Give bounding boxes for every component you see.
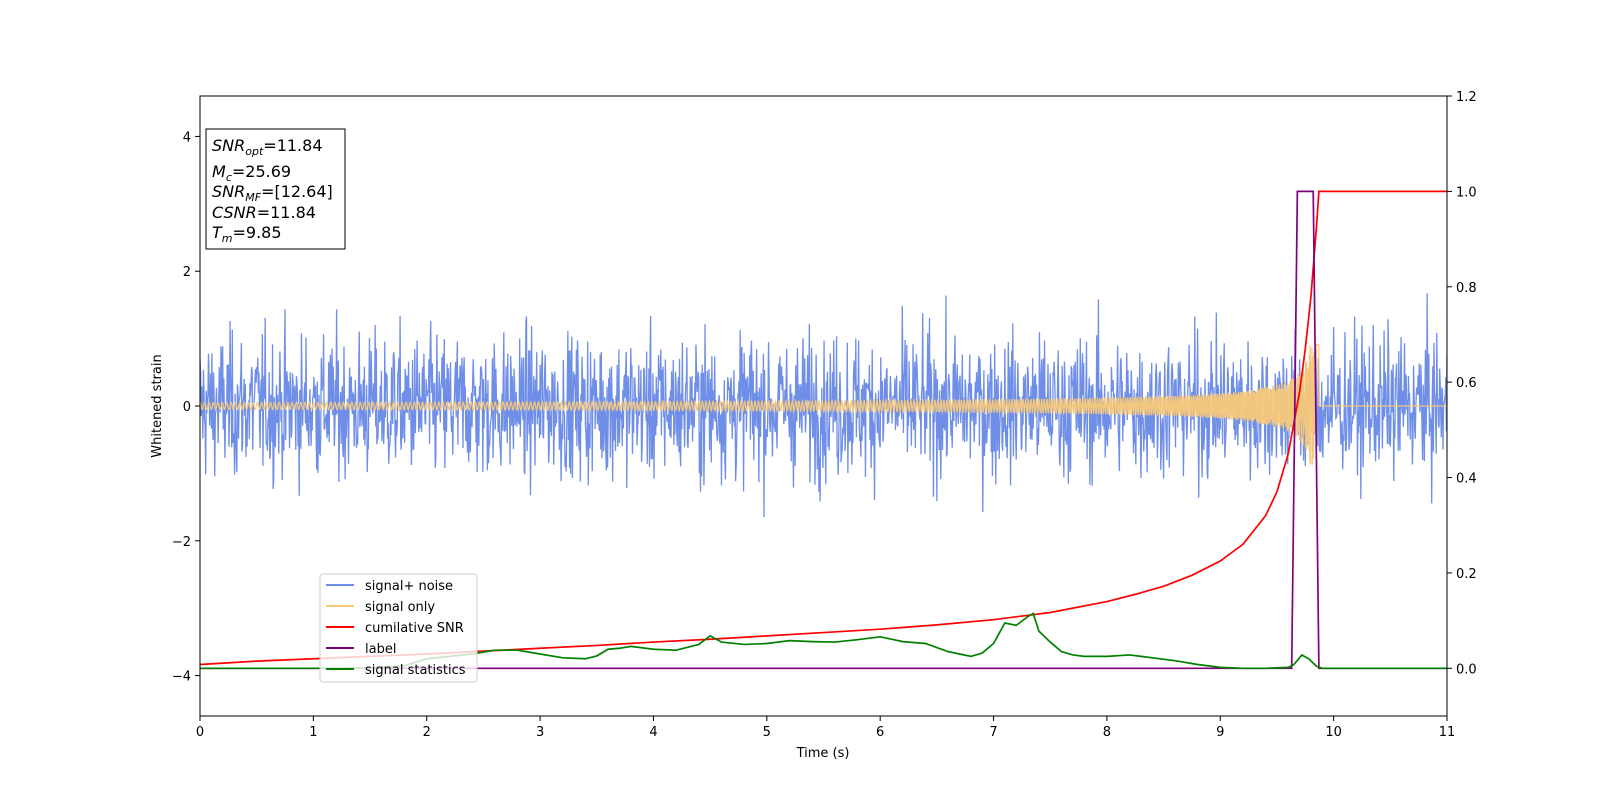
x-tick-label: 9: [1216, 725, 1224, 740]
legend: signal+ noise signal only cumilative SNR la…: [319, 573, 478, 683]
x-tick-label: 10: [1325, 725, 1342, 740]
x-tick-label: 3: [536, 725, 544, 740]
annotation-line: SNRopt=11.84: [212, 136, 323, 158]
legend-item: cumilative SNR: [326, 621, 464, 636]
x-tick-label: 8: [1103, 725, 1111, 740]
annotation-line: Mc=25.69: [212, 162, 291, 184]
x-tick-label: 5: [763, 725, 771, 740]
legend-item: signal+ noise: [326, 579, 453, 594]
annotation-line: CSNR=11.84: [212, 203, 316, 222]
annotation-line: Tm=9.85: [212, 223, 282, 245]
legend-frame: [319, 573, 478, 683]
annotation-frame: [205, 128, 346, 250]
x-tick-label: 1: [309, 725, 317, 740]
y-tick-label: 4: [183, 130, 191, 145]
x-tick-label: 6: [876, 725, 884, 740]
y-axis-right: 0.0 0.2 0.4 0.6 0.8 1.0 1.2: [1447, 90, 1477, 677]
x-tick-label: 4: [649, 725, 657, 740]
y-tick-label: 0: [183, 400, 191, 415]
y2-tick-label: 1.0: [1456, 185, 1477, 200]
legend-label: signal+ noise: [365, 579, 453, 594]
x-tick-label: 11: [1439, 725, 1456, 740]
legend-item: signal only: [326, 600, 435, 615]
y2-tick-label: 0.4: [1456, 472, 1477, 487]
stats-annotation-box: SNRopt=11.84 Mc=25.69SNRMF=[12.64]CSNR=11…: [205, 128, 346, 250]
x-tick-label: 7: [989, 725, 997, 740]
x-tick-label: 2: [423, 725, 431, 740]
legend-label: cumilative SNR: [365, 621, 464, 636]
y-tick-label: 2: [183, 265, 191, 280]
series-layer: [200, 190, 1447, 670]
legend-label: signal statistics: [365, 663, 466, 678]
y2-tick-label: 1.2: [1456, 90, 1477, 105]
y-tick-label: −4: [172, 670, 191, 685]
x-tick-label: 0: [196, 725, 204, 740]
y2-tick-label: 0.8: [1456, 281, 1477, 296]
y2-tick-label: 0.2: [1456, 567, 1477, 582]
series-signal-statistics-line: [200, 612, 1447, 670]
legend-item: label: [326, 642, 396, 657]
series-signal-only-line: [200, 343, 1447, 465]
legend-item: signal statistics: [326, 663, 466, 678]
x-axis: 0 1 2 3 4 5 6 7 8 9 10 11: [196, 716, 1455, 740]
y-tick-label: −2: [172, 535, 191, 550]
y2-tick-label: 0.0: [1456, 662, 1477, 677]
series-cumilative-snr-line: [200, 190, 1447, 666]
legend-label: label: [365, 642, 396, 657]
y-axis-label: Whitened strain: [150, 354, 165, 457]
y2-tick-label: 0.6: [1456, 376, 1477, 391]
legend-label: signal only: [365, 600, 435, 615]
y-axis-left: −4 −2 0 2 4: [172, 130, 200, 685]
annotation-line: SNRMF=[12.64]: [212, 182, 333, 204]
x-axis-label: Time (s): [796, 746, 850, 761]
